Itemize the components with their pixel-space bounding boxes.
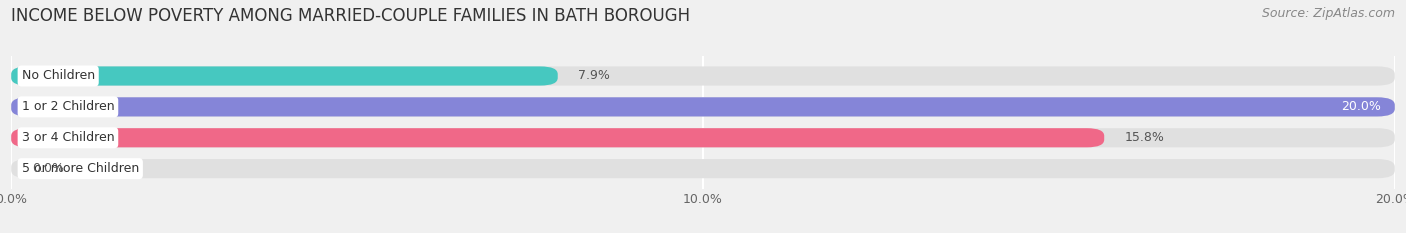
FancyBboxPatch shape (11, 128, 1104, 147)
Text: No Children: No Children (21, 69, 94, 82)
FancyBboxPatch shape (11, 128, 1395, 147)
FancyBboxPatch shape (11, 66, 1395, 86)
Text: 5 or more Children: 5 or more Children (21, 162, 139, 175)
Text: 1 or 2 Children: 1 or 2 Children (21, 100, 114, 113)
Text: INCOME BELOW POVERTY AMONG MARRIED-COUPLE FAMILIES IN BATH BOROUGH: INCOME BELOW POVERTY AMONG MARRIED-COUPL… (11, 7, 690, 25)
Text: 7.9%: 7.9% (578, 69, 610, 82)
FancyBboxPatch shape (11, 66, 558, 86)
FancyBboxPatch shape (11, 159, 1395, 178)
Text: 3 or 4 Children: 3 or 4 Children (21, 131, 114, 144)
Text: 15.8%: 15.8% (1125, 131, 1164, 144)
FancyBboxPatch shape (11, 97, 1395, 116)
Text: 0.0%: 0.0% (32, 162, 65, 175)
FancyBboxPatch shape (11, 97, 1395, 116)
Text: 20.0%: 20.0% (1341, 100, 1381, 113)
Text: Source: ZipAtlas.com: Source: ZipAtlas.com (1261, 7, 1395, 20)
